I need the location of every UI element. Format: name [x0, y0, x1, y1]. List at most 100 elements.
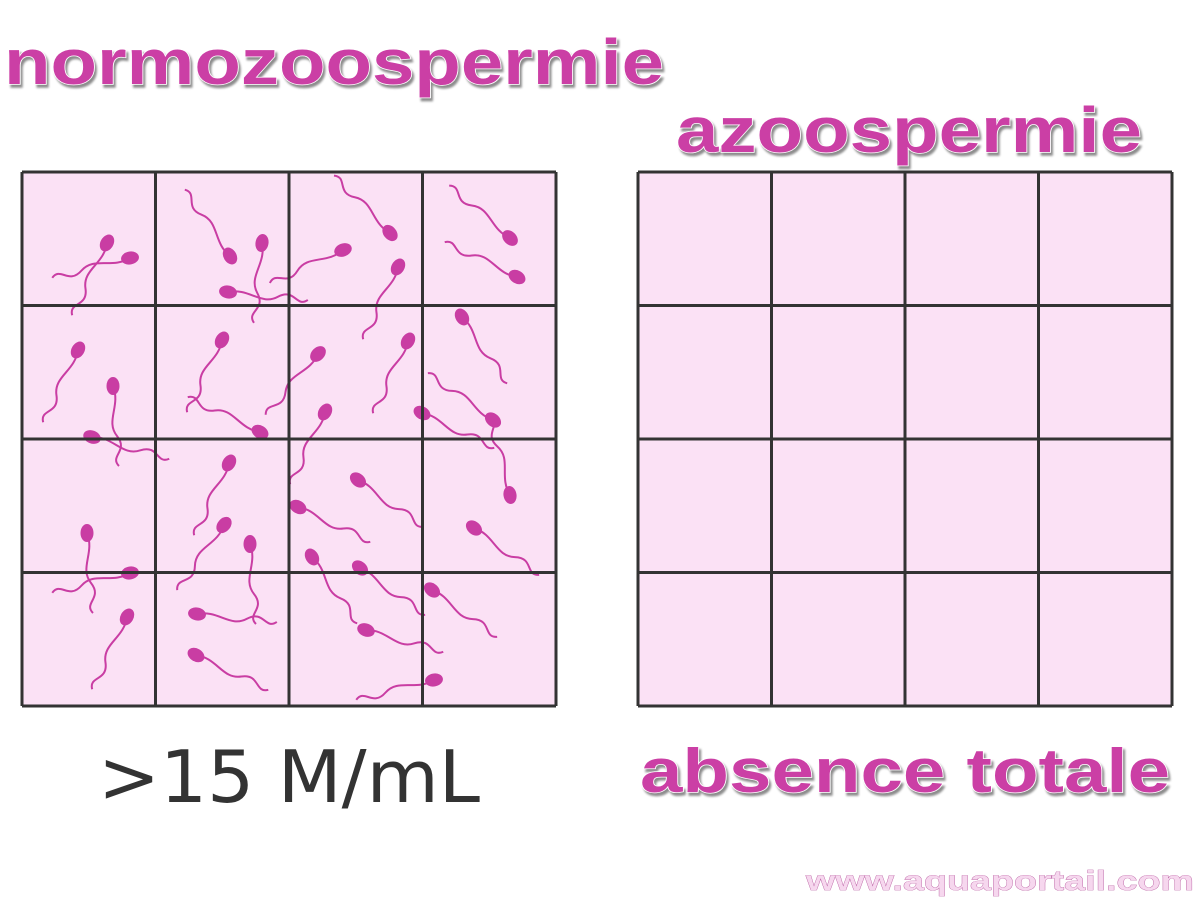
sperm-head	[187, 647, 205, 663]
sperm	[268, 243, 352, 284]
sperm	[187, 395, 269, 440]
sperm-tail	[70, 242, 108, 316]
sperm-tail	[264, 353, 319, 415]
sperm-tail	[90, 616, 128, 690]
right-grid	[636, 170, 1174, 708]
sperm	[304, 548, 358, 625]
sperm	[184, 188, 238, 265]
sperm	[355, 673, 443, 701]
sperm	[489, 416, 517, 504]
sperm-tail	[461, 316, 508, 385]
sperm-head	[99, 234, 115, 252]
sperm	[423, 582, 498, 638]
sperm-head	[106, 377, 120, 395]
sperm-tail	[333, 174, 391, 234]
sperm-head	[216, 516, 232, 534]
sperm-tail	[449, 184, 511, 239]
sperm	[449, 184, 518, 246]
sperm	[80, 524, 96, 614]
sperm	[185, 331, 230, 413]
sperm-head	[349, 472, 367, 488]
sperm-tail	[227, 290, 309, 303]
sperm-tail	[185, 339, 223, 413]
sperm-tail	[251, 242, 264, 324]
right-title: azoospermie	[676, 94, 1142, 166]
sperm-tail	[357, 479, 424, 528]
sperm	[41, 341, 86, 423]
sperm-head	[425, 673, 443, 687]
sperm-tail	[195, 654, 269, 692]
sperm-tail	[184, 188, 231, 257]
sperm-head	[121, 251, 139, 265]
sperm-head	[251, 424, 269, 440]
sperm-head	[255, 234, 269, 252]
sperm	[333, 174, 398, 242]
sperm-head	[423, 582, 441, 598]
sperm-tail	[268, 249, 344, 284]
sperm-tail	[41, 349, 79, 423]
sperm-head	[465, 520, 483, 536]
sperm-head	[289, 499, 307, 515]
sperm-head	[119, 608, 135, 626]
sperm-tail	[361, 266, 399, 340]
left-caption: >15 M/mL	[98, 735, 480, 819]
sperm-head	[400, 332, 416, 350]
sperm	[454, 308, 508, 385]
sperm-tail	[187, 395, 261, 433]
sperm-head	[357, 623, 375, 637]
sperm-head	[243, 535, 257, 553]
sperm	[187, 647, 269, 692]
left-grid-lines	[20, 170, 558, 708]
sperm-head	[454, 308, 470, 326]
sperm-tail	[51, 257, 131, 279]
sperm	[188, 607, 278, 625]
sperm-tail	[192, 462, 230, 536]
sperm-head	[334, 243, 352, 257]
sperm-tail	[371, 340, 409, 414]
sperm-tail	[431, 589, 498, 638]
sperm-tail	[111, 385, 122, 467]
sperm	[371, 332, 416, 414]
sperm-tail	[365, 628, 444, 654]
sperm-tail	[288, 411, 326, 485]
right-caption: absence totale	[640, 737, 1170, 806]
sperm-group	[41, 174, 540, 701]
sperm-head	[503, 486, 517, 504]
left-title: normozoospermie	[4, 26, 664, 98]
sperm	[444, 240, 526, 285]
sperm-tail	[427, 372, 494, 421]
sperm-tail	[355, 679, 435, 701]
sperm	[289, 499, 371, 544]
sperm-tail	[85, 532, 96, 614]
sperm	[357, 623, 444, 654]
sperm	[51, 251, 139, 279]
sperm-tail	[176, 524, 225, 591]
sperm-tail	[359, 567, 426, 616]
sperm-head	[222, 247, 238, 265]
sperm-tail	[444, 240, 518, 278]
sperm-head	[304, 548, 320, 566]
sperm-head	[80, 524, 94, 542]
sperm	[70, 234, 115, 316]
sperm	[361, 258, 406, 340]
sperm-tail	[196, 612, 278, 625]
sperm-tail	[489, 416, 511, 496]
sperm-head	[70, 341, 86, 359]
watermark: www.aquaportail.com	[805, 865, 1194, 896]
sperm	[219, 285, 309, 303]
sperm-tail	[297, 506, 371, 544]
sperm	[251, 234, 269, 324]
sperm-head	[508, 269, 526, 285]
sperm-tail	[91, 435, 170, 461]
sperm	[176, 516, 232, 591]
sperm-tail	[421, 412, 495, 450]
sperm-tail	[311, 556, 358, 625]
sperm-head	[310, 346, 326, 362]
sperm	[192, 454, 237, 536]
sperm-head	[219, 285, 237, 299]
sperm	[90, 608, 135, 690]
sperm	[106, 377, 122, 467]
sperm	[264, 346, 326, 415]
sperm-head	[390, 258, 406, 276]
